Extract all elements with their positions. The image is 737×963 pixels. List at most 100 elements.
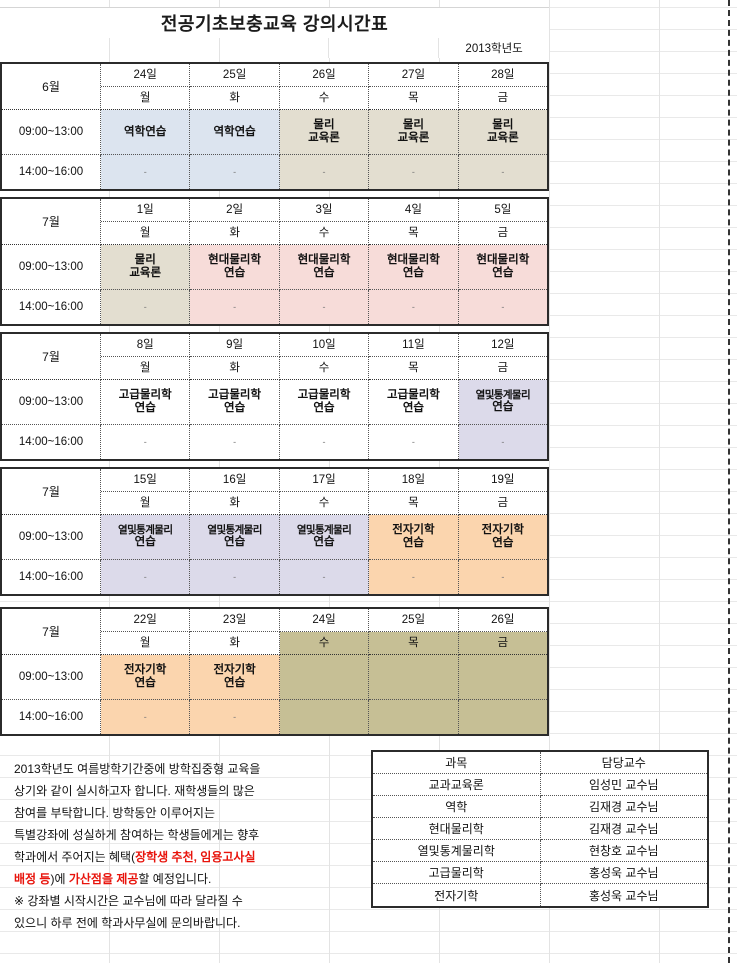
notice-line: 있으니 하루 전에 학과사무실에 문의바랍니다. (0, 912, 330, 934)
time-label-afternoon: 14:00~16:00 (2, 425, 101, 459)
course-cell: 물리 교육론 (101, 245, 191, 290)
week-block: 22일 23일 24일 25일 26일 월 화 수 목 금 09:00~13:00 전자기학 연습 전자기… (0, 607, 549, 736)
course-label: 현대물리학 (208, 254, 262, 267)
course-label: 연습 (402, 267, 424, 279)
course-label: 현대물리학 (386, 254, 440, 267)
notice-text: 할 예정입니다. (138, 872, 212, 886)
notice-text: )에 (50, 872, 69, 886)
professor-cell: 김재경 교수님 (540, 818, 707, 840)
notice-line: ※ 강좌별 시작시간은 교수님에 따라 달라질 수 (0, 890, 330, 912)
date-cell: 23일 (190, 609, 280, 632)
week-dates-row: 24일 25일 26일 27일 28일 (2, 64, 548, 87)
course-label: 연습 (224, 677, 246, 689)
weekday-cell: 월 (101, 87, 191, 110)
course-label: 물리 (134, 254, 156, 267)
course-cell-afternoon: - (458, 425, 548, 459)
professor-table-row: 열및통계물리학 현창호 교수님 (373, 840, 707, 862)
date-cell: 16일 (190, 469, 280, 492)
notice-line: 특별강좌에 성실하게 참여하는 학생들에게는 향후 (0, 824, 330, 846)
professor-cell: 현창호 교수님 (540, 840, 707, 862)
afternoon-slot-row: 14:00~16:00 - - - - - (2, 425, 548, 459)
course-cell: 고급물리학 연습 (369, 380, 459, 425)
course-cell-afternoon: - (279, 155, 370, 189)
date-cell: 15일 (101, 469, 191, 492)
empty-marker: - (501, 166, 505, 177)
weekday-cell: 목 (369, 87, 459, 110)
course-label: 열및통계물리 (475, 388, 531, 401)
course-cell-afternoon: - (369, 290, 459, 324)
course-label: 역학연습 (213, 125, 256, 138)
week-dates-row: 22일 23일 24일 25일 26일 (2, 609, 548, 632)
date-cell: 22일 (101, 609, 191, 632)
weekday-cell: 화 (190, 87, 280, 110)
weekday-cell: 수 (279, 632, 370, 655)
empty-marker: - (501, 301, 505, 312)
course-label: 현대물리학 (476, 254, 530, 267)
empty-marker: - (233, 436, 237, 447)
time-label-afternoon: 14:00~16:00 (2, 290, 101, 324)
empty-marker: - (233, 166, 237, 177)
date-cell: 25일 (369, 609, 459, 632)
notice-highlight-text: 배정 등 (14, 872, 51, 886)
month-label: 7월 (2, 609, 101, 655)
weekday-cell: 월 (101, 492, 191, 515)
professor-cell: 김재경 교수님 (540, 796, 707, 818)
professor-table-row: 현대물리학 김재경 교수님 (373, 818, 707, 840)
empty-marker: - (143, 301, 147, 312)
time-label-afternoon: 14:00~16:00 (2, 155, 101, 189)
course-label: 교육론 (397, 132, 430, 144)
course-cell-afternoon: - (190, 700, 280, 734)
course-label: 현대물리학 (297, 254, 351, 267)
course-cell: 고급물리학 연습 (101, 380, 191, 425)
empty-marker: - (322, 436, 326, 447)
course-cell: 물리 교육론 (279, 110, 370, 155)
course-cell-afternoon (369, 700, 459, 734)
weekday-cell: 금 (458, 87, 548, 110)
date-cell: 3일 (279, 199, 370, 222)
week-dates-row: 8일 9일 10일 11일 12일 (2, 334, 548, 357)
course-cell (369, 655, 459, 700)
course-label: 연습 (313, 267, 335, 279)
empty-marker: - (411, 571, 415, 582)
notice-highlight-text: 가산점을 제공 (68, 872, 139, 886)
page-title: 전공기초보충교육 강의시간표 (160, 14, 389, 34)
afternoon-slot-row: 14:00~16:00 - - (2, 700, 548, 734)
weekday-cell: 화 (190, 632, 280, 655)
date-cell: 26일 (279, 64, 370, 87)
notice-text: 특별강좌에 성실하게 참여하는 학생들에게는 향후 (14, 828, 260, 842)
course-cell: 현대물리학 연습 (190, 245, 280, 290)
date-cell: 11일 (369, 334, 459, 357)
empty-marker: - (411, 166, 415, 177)
course-cell-afternoon: - (101, 290, 191, 324)
year-row-spacer-2 (110, 38, 220, 58)
week-block: 8일 9일 10일 11일 12일 월 화 수 목 금 09:00~13:00 고급물리학 연습 고급물리… (0, 332, 549, 461)
empty-marker: - (411, 436, 415, 447)
course-label: 연습 (134, 677, 156, 689)
afternoon-slot-row: 14:00~16:00 - - - - - (2, 290, 548, 324)
course-cell: 고급물리학 연습 (190, 380, 280, 425)
weekday-cell: 금 (458, 492, 548, 515)
morning-slot-row: 09:00~13:00 역학연습 역학연습 물리 교육론 물리 교육론 물리 교육론 (2, 110, 548, 155)
year-row-spacer-1 (0, 38, 110, 58)
date-cell: 24일 (279, 609, 370, 632)
course-cell: 열및통계물리 연습 (279, 515, 370, 560)
weekday-cell: 월 (101, 222, 191, 245)
afternoon-slot-row: 14:00~16:00 - - - - - (2, 560, 548, 594)
notice-line: 2013학년도 여름방학기간중에 방학집중형 교육을 (0, 758, 330, 780)
course-cell: 전자기학 연습 (190, 655, 280, 700)
professor-assignment-table: 과목 담당교수 교과교육론 임성민 교수님 역학 김재경 교수님 현대물리학 김재경 교수님 열… (371, 750, 709, 908)
course-cell-afternoon: - (190, 560, 280, 594)
weekday-cell: 목 (369, 492, 459, 515)
professor-table-row: 역학 김재경 교수님 (373, 796, 707, 818)
course-label: 물리 (492, 119, 514, 132)
course-cell-afternoon: - (279, 290, 370, 324)
week-block: 1일 2일 3일 4일 5일 월 화 수 목 금 09:00~13:00 물리 교육론 현대물리학 연습 현대… (0, 197, 549, 326)
subject-cell: 고급물리학 (373, 862, 541, 884)
professor-table-row: 전자기학 홍성욱 교수님 (373, 884, 707, 906)
date-cell: 12일 (458, 334, 548, 357)
empty-marker: - (411, 301, 415, 312)
